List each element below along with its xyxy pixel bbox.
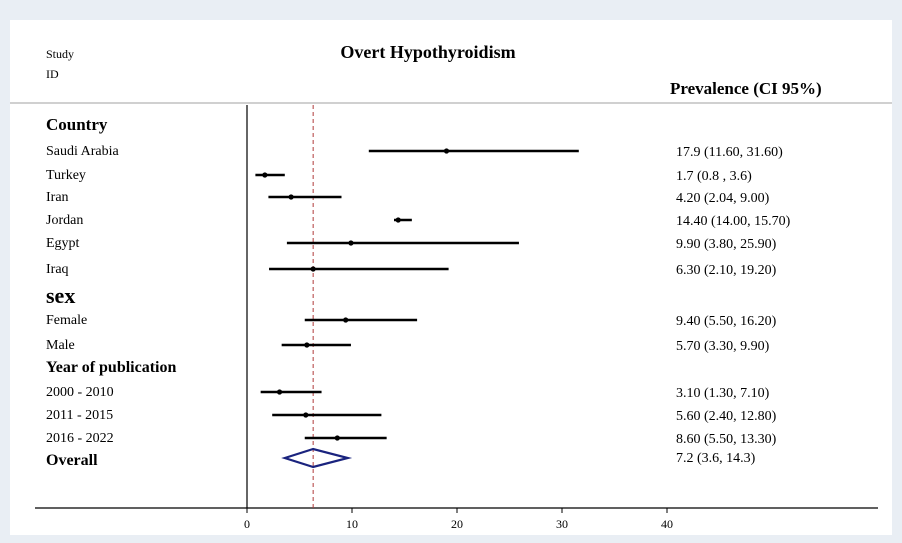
row-label: 2011 - 2015 bbox=[46, 408, 113, 423]
point-estimate bbox=[443, 148, 450, 154]
point-estimate bbox=[276, 389, 283, 395]
point-estimate bbox=[343, 317, 349, 323]
row-value: 5.60 (2.40, 12.80) bbox=[676, 409, 777, 424]
row-value: 6.30 (2.10, 19.20) bbox=[676, 263, 777, 278]
row-label: Iran bbox=[46, 190, 69, 205]
x-tick-label: 10 bbox=[346, 517, 358, 531]
row-label: 2016 - 2022 bbox=[46, 431, 114, 446]
header-prevalence: Prevalence (CI 95%) bbox=[670, 79, 822, 98]
row-label: Egypt bbox=[46, 236, 80, 251]
row-label: Jordan bbox=[46, 213, 83, 228]
row-label: Saudi Arabia bbox=[46, 144, 119, 159]
point-estimate bbox=[348, 240, 354, 246]
point-estimate bbox=[262, 172, 268, 178]
x-tick-label: 20 bbox=[451, 517, 463, 531]
overall-label: Overall bbox=[46, 452, 98, 469]
point-estimate bbox=[304, 342, 310, 348]
group-label: sex bbox=[46, 283, 75, 308]
point-estimate bbox=[303, 412, 309, 418]
point-estimate bbox=[310, 266, 316, 272]
row-value: 17.9 (11.60, 31.60) bbox=[676, 145, 783, 160]
row-value: 9.40 (5.50, 16.20) bbox=[676, 314, 777, 329]
point-estimate bbox=[395, 217, 401, 223]
x-tick-label: 0 bbox=[244, 517, 250, 531]
chart-title: Overt Hypothyroidism bbox=[340, 42, 515, 62]
row-value: 5.70 (3.30, 9.90) bbox=[676, 339, 770, 354]
header-study: Study bbox=[46, 47, 74, 61]
row-label: Turkey bbox=[46, 168, 86, 183]
row-value: 14.40 (14.00, 15.70) bbox=[676, 214, 791, 229]
row-value: 9.90 (3.80, 25.90) bbox=[676, 237, 777, 252]
row-value: 4.20 (2.04, 9.00) bbox=[676, 191, 770, 206]
row-label: Female bbox=[46, 313, 87, 328]
point-estimate bbox=[334, 435, 340, 441]
row-value: 3.10 (1.30, 7.10) bbox=[676, 386, 770, 401]
x-tick-label: 40 bbox=[661, 517, 673, 531]
header-id: ID bbox=[46, 67, 59, 81]
group-label: Year of publication bbox=[46, 359, 176, 376]
point-estimate bbox=[288, 194, 294, 200]
row-value: 1.7 (0.8 , 3.6) bbox=[676, 169, 752, 184]
chart-panel: Study ID Overt Hypothyroidism Prevalence… bbox=[10, 20, 892, 535]
group-label: Country bbox=[46, 115, 108, 134]
row-value: 8.60 (5.50, 13.30) bbox=[676, 432, 777, 447]
row-label: 2000 - 2010 bbox=[46, 385, 114, 400]
row-label: Male bbox=[46, 338, 75, 353]
forest-plot: Study ID Overt Hypothyroidism Prevalence… bbox=[10, 42, 892, 531]
overall-value: 7.2 (3.6, 14.3) bbox=[676, 451, 756, 466]
row-label: Iraq bbox=[46, 262, 69, 277]
x-tick-label: 30 bbox=[556, 517, 568, 531]
overall-diamond bbox=[281, 447, 353, 469]
